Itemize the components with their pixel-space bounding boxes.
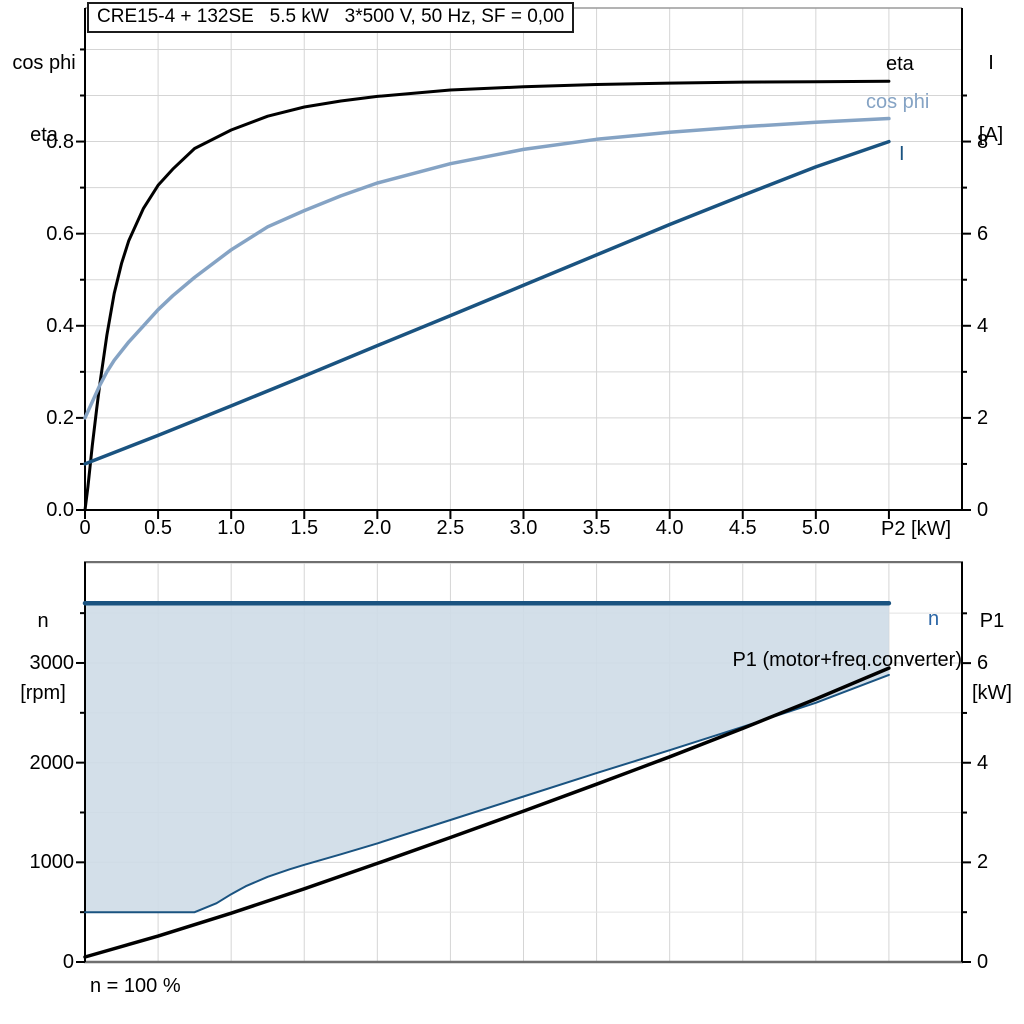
x-tick-label: 0 (79, 517, 91, 539)
x-tick-label: 1.5 (290, 517, 319, 539)
y-tick-label-right: 2 (977, 851, 989, 874)
x-tick-label: 2.0 (363, 517, 392, 539)
y-tick-label-right: 8 (977, 130, 989, 153)
axis-label-eta: eta (30, 124, 58, 146)
curve-i (83, 139, 891, 466)
axis-label-p1-unit: [kW] (972, 682, 1012, 704)
axis-label-cos-phi: cos phi (12, 52, 76, 74)
y-tick-label-left: 3000 (29, 651, 75, 674)
y-tick-label-left: 0 (62, 951, 74, 973)
top-left-axis-label: cos phi eta (0, 3, 88, 195)
y-tick-label-left: 0.8 (46, 130, 74, 153)
x-tick-label: 3.0 (509, 517, 538, 539)
x-tick-label: 4.5 (728, 517, 757, 539)
y-tick-label-right: 6 (977, 652, 989, 675)
curve-label-eta: eta (886, 53, 914, 75)
axis-label-speed: n (37, 610, 49, 632)
x-tick-label: 4.0 (655, 517, 684, 539)
x-axis-unit-label: P2 [kW] (881, 518, 952, 540)
curve-n-lower-boundary (84, 673, 890, 914)
speed-footnote: n = 100 % (90, 975, 181, 997)
y-tick-label-right: 4 (977, 314, 989, 337)
x-tick-label: 0.5 (144, 517, 172, 539)
axis-label-current: I (988, 52, 994, 74)
bottom-right-axis-label: P1 [kW] (960, 561, 1024, 753)
speed-range-area (85, 603, 889, 913)
curve-label-cos-phi: cos phi (866, 91, 930, 113)
chart-title: CRE15-4 + 132SE 5.5 kW 3*500 V, 50 Hz, S… (87, 2, 575, 33)
axis-label-speed-unit: [rpm] (20, 682, 66, 704)
y-tick-label-left: 2000 (29, 751, 75, 774)
y-tick-label-right: 4 (977, 751, 989, 774)
y-tick-label-right: 6 (977, 222, 989, 245)
axis-label-current-unit: [A] (978, 124, 1004, 146)
curve-eta (83, 79, 891, 512)
y-tick-label-left: 0.2 (46, 406, 74, 429)
x-tick-label: 3.5 (582, 517, 611, 539)
y-tick-label-right: 0 (977, 951, 989, 973)
y-tick-label-right: 2 (977, 406, 989, 429)
bottom-left-axis-label: n [rpm] (0, 561, 86, 753)
y-tick-label-left: 1000 (29, 851, 75, 874)
curve-label-n: n (928, 608, 940, 630)
y-tick-label-left: 0.0 (46, 499, 74, 521)
axis-label-p1: P1 (979, 610, 1005, 632)
y-tick-label-left: 0.6 (46, 222, 74, 245)
x-tick-label: 2.5 (436, 517, 465, 539)
curve-label-p1: P1 (motor+freq.converter) (732, 649, 962, 671)
curve-p1-motor-freq-converter- (83, 666, 891, 959)
curve-label-current: I (899, 143, 905, 165)
y-tick-label-right: 0 (977, 499, 989, 521)
y-tick-label-left: 0.4 (46, 314, 74, 337)
x-tick-label: 1.0 (217, 517, 246, 539)
top-right-axis-label: I [A] (960, 3, 1022, 195)
curve-cos-phi (83, 116, 891, 420)
x-tick-label: 5.0 (801, 517, 830, 539)
